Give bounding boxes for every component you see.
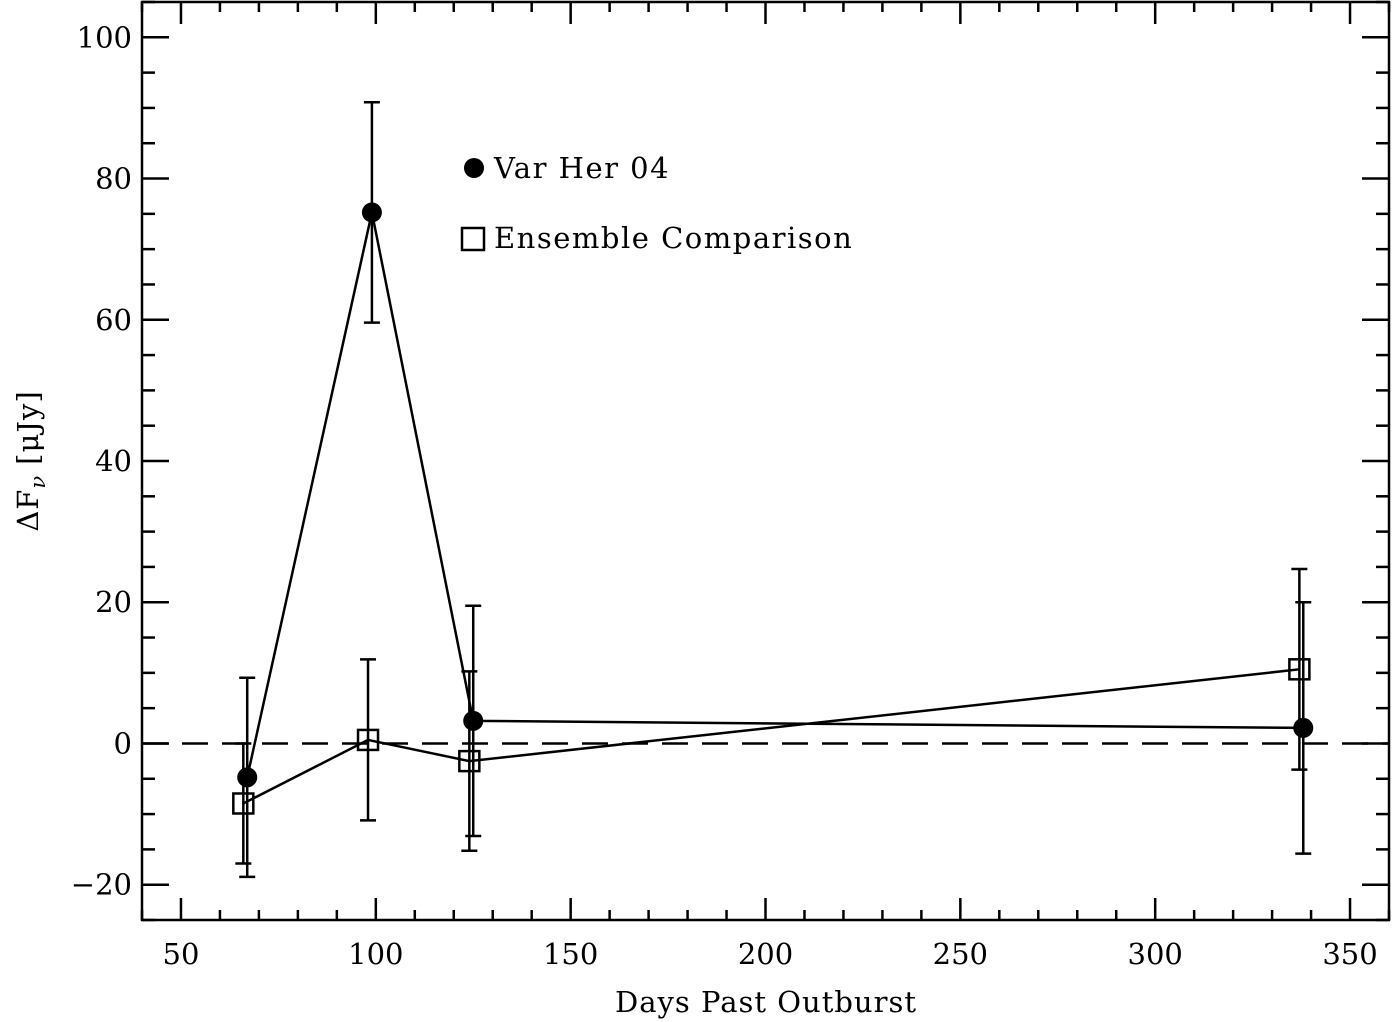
legend-marker-ensemble-comparison	[460, 226, 486, 252]
data-point-var-her-04	[361, 202, 382, 223]
plot-frame	[140, 0, 1391, 922]
minor-ticks	[140, 0, 1391, 922]
x-axis-title: Days Past Outburst	[615, 985, 917, 1019]
data-point-var-her-04	[1293, 717, 1314, 738]
legend-label-ensemble-comparison: Ensemble Comparison	[494, 221, 853, 255]
y-axis-title-main: ΔF	[11, 489, 45, 532]
y-tick-label: 20	[95, 585, 132, 619]
series-line-ensemble-comparison	[242, 668, 1300, 805]
x-tick-label: 50	[163, 937, 200, 971]
y-tick-label: 60	[95, 303, 132, 337]
major-ticks	[142, 2, 1389, 920]
data-point-ensemble-comparison	[1288, 658, 1311, 681]
tick-labels: 50 100 150 200 250 300 350 −20 0 20 40 60 80 100	[71, 20, 1378, 971]
data-point-ensemble-comparison	[356, 728, 380, 752]
y-tick-label: 80	[95, 162, 132, 196]
data-point-ensemble-comparison	[458, 749, 481, 773]
series-layer	[232, 101, 1314, 879]
x-tick-label: 300	[1128, 937, 1183, 971]
data-point-var-her-04	[463, 710, 484, 731]
y-axis-title-subscript: ν	[26, 475, 50, 489]
x-tick-label: 350	[1322, 937, 1377, 971]
data-point-ensemble-comparison	[232, 792, 255, 815]
x-tick-label: 100	[348, 937, 403, 971]
x-tick-label: 200	[738, 937, 793, 971]
legend-label-var-her-04: Var Her 04	[493, 151, 670, 185]
legend: Var Her 04 Ensemble Comparison	[460, 151, 853, 255]
x-tick-label: 250	[933, 937, 988, 971]
y-axis-title-units: [μJy]	[11, 390, 45, 464]
legend-marker-var-her-04	[464, 158, 484, 178]
x-tick-label: 150	[543, 937, 598, 971]
y-tick-label: 40	[95, 444, 132, 478]
data-point-var-her-04	[237, 767, 258, 788]
y-tick-label: 0	[114, 726, 132, 760]
series-line-var-her-04	[245, 212, 1304, 778]
y-axis-title: ΔFν [μJy]	[11, 390, 50, 531]
y-tick-label: −20	[71, 868, 132, 902]
y-tick-label: 100	[77, 20, 132, 54]
